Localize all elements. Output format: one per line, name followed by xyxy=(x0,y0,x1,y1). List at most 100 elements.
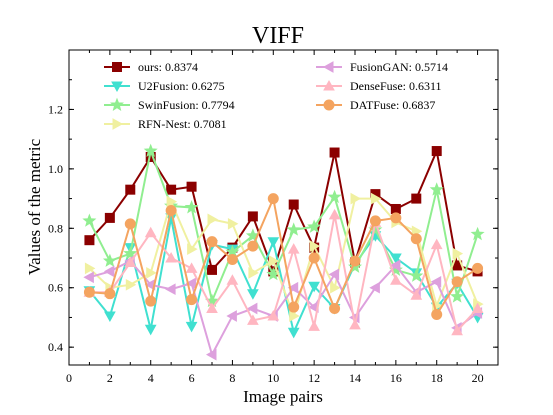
data-point xyxy=(247,314,259,325)
legend-label: U2Fusion: 0.6275 xyxy=(138,79,225,93)
series-4 xyxy=(83,255,483,361)
data-point xyxy=(329,147,340,158)
data-point xyxy=(327,189,342,204)
data-point xyxy=(370,192,382,205)
legend-label: FusionGAN: 0.5714 xyxy=(350,60,448,74)
data-point xyxy=(308,252,320,264)
x-tick-label: 14 xyxy=(349,371,361,385)
data-point xyxy=(166,184,177,195)
data-point xyxy=(84,235,95,246)
data-point xyxy=(247,240,259,252)
data-point xyxy=(349,318,361,330)
data-point xyxy=(144,226,157,238)
data-point xyxy=(185,262,198,273)
x-tick-label: 10 xyxy=(267,371,279,385)
x-tick-label: 20 xyxy=(472,371,484,385)
y-axis: 0.4 0.6 0.8 1.0 1.2 xyxy=(48,49,498,354)
data-point xyxy=(390,212,402,224)
data-point xyxy=(472,262,484,274)
data-point xyxy=(309,240,321,252)
y-tick-label: 0.6 xyxy=(48,281,63,295)
y-tick-label: 1.2 xyxy=(48,102,63,116)
data-point xyxy=(267,237,280,248)
data-point xyxy=(205,348,217,361)
data-point xyxy=(248,267,259,279)
data-point xyxy=(184,200,199,214)
data-point xyxy=(410,289,423,300)
data-point xyxy=(409,268,424,282)
x-tick-label: 16 xyxy=(390,371,402,385)
data-point xyxy=(165,283,176,296)
data-point xyxy=(430,238,443,250)
legend-label: ours: 0.8374 xyxy=(138,60,198,74)
data-point xyxy=(227,217,239,230)
data-point xyxy=(289,310,300,322)
x-tick-label: 18 xyxy=(431,371,443,385)
data-point xyxy=(390,253,402,265)
data-point xyxy=(185,277,197,290)
data-point xyxy=(451,276,463,288)
data-point xyxy=(430,275,442,288)
data-point xyxy=(410,233,422,245)
data-point xyxy=(267,309,280,321)
data-point xyxy=(350,192,362,205)
x-tick-label: 6 xyxy=(189,371,195,385)
legend-item-1: U2Fusion: 0.6275 xyxy=(104,79,225,93)
data-point xyxy=(308,281,320,293)
series-layer xyxy=(82,143,485,361)
data-point xyxy=(206,302,218,313)
legend-marker xyxy=(112,62,122,72)
legend-item-6: DATFuse: 0.6837 xyxy=(316,98,435,112)
data-point xyxy=(83,286,95,298)
legend: ours: 0.8374 U2Fusion: 0.6275 SwinFusion: … xyxy=(104,60,448,131)
data-point xyxy=(186,294,198,306)
data-point xyxy=(104,212,115,223)
data-point xyxy=(287,281,299,294)
data-point xyxy=(369,281,380,294)
data-point xyxy=(165,204,177,216)
data-point xyxy=(185,321,198,333)
data-point xyxy=(452,247,464,260)
data-point xyxy=(308,320,320,331)
x-tick-label: 4 xyxy=(148,371,154,385)
legend-item-3: RFN-Nest: 0.7081 xyxy=(104,117,227,131)
y-axis-label: Values of the metric xyxy=(25,138,44,275)
legend-item-4: FusionGAN: 0.5714 xyxy=(316,60,448,74)
x-axis-label: Image pairs xyxy=(243,387,323,406)
series-6 xyxy=(83,193,484,320)
data-point xyxy=(207,213,219,226)
data-point xyxy=(104,288,116,300)
data-point xyxy=(226,254,238,266)
plot-frame xyxy=(68,49,499,366)
data-point xyxy=(287,243,300,254)
data-point xyxy=(328,208,341,220)
data-point xyxy=(246,302,258,315)
data-point xyxy=(429,182,444,196)
data-point xyxy=(104,311,116,323)
data-point xyxy=(187,243,198,255)
data-point xyxy=(268,255,280,267)
data-point xyxy=(390,274,402,285)
data-point xyxy=(144,324,157,336)
legend-label: SwinFusion: 0.7794 xyxy=(138,98,235,112)
data-point xyxy=(247,211,258,222)
legend-marker xyxy=(112,118,124,130)
x-tick-label: 12 xyxy=(308,371,320,385)
data-point xyxy=(125,278,137,291)
data-point xyxy=(411,193,422,204)
data-point xyxy=(470,226,485,241)
data-point xyxy=(226,274,239,285)
data-point xyxy=(186,181,197,192)
data-point xyxy=(165,251,177,263)
legend-item-2: SwinFusion: 0.7794 xyxy=(104,97,235,112)
y-tick-label: 1.0 xyxy=(48,162,63,176)
y-tick-label: 0.8 xyxy=(48,221,63,235)
legend-label: DenseFuse: 0.6311 xyxy=(350,79,442,93)
data-point xyxy=(82,213,97,227)
data-point xyxy=(329,303,341,315)
data-point xyxy=(124,218,136,230)
data-point xyxy=(267,193,279,205)
data-point xyxy=(146,267,157,279)
data-point xyxy=(287,327,300,339)
